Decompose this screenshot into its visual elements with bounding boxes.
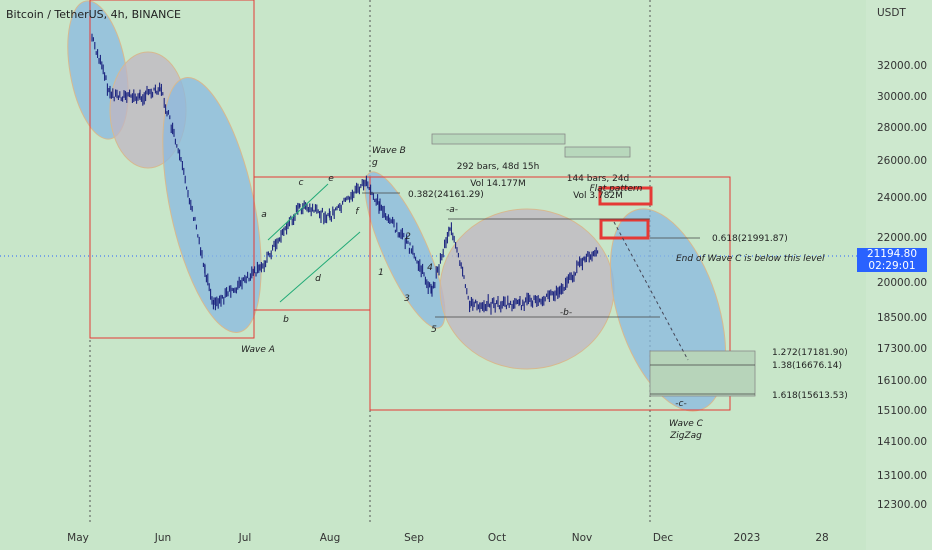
highlight-box-lower	[599, 218, 650, 240]
wave-letter-label: e	[328, 174, 334, 184]
ellipse-flat-b	[439, 208, 615, 370]
wave-letter-label: d	[315, 274, 321, 284]
price-tick-label: 17300.00	[877, 343, 927, 355]
impulse-number-label: 2	[405, 232, 411, 242]
wave-c-label: Wave C	[669, 419, 704, 429]
last-price-value: 21194.80	[866, 248, 918, 260]
impulse-number-label: 4	[427, 263, 433, 273]
b-minus-label: -b-	[560, 308, 572, 318]
triangle-lower-line	[279, 231, 361, 303]
range1-label: 292 bars, 48d 15h	[457, 162, 540, 172]
time-tick-label: 28	[815, 532, 828, 544]
extension-zone	[649, 350, 756, 397]
time-tick-label: Aug	[320, 532, 341, 544]
highlight-box-upper	[598, 186, 653, 206]
price-tick-label: 16100.00	[877, 375, 927, 387]
time-tick-label: Jun	[154, 532, 171, 544]
ext-138-label: 1.38(16676.14)	[772, 361, 842, 371]
last-price-badge: 21194.80 02:29:01	[857, 248, 927, 272]
ellipse-wave-b-drop	[364, 171, 446, 329]
impulse-number-label: 1	[378, 268, 384, 278]
wave-letter-label: b	[283, 315, 289, 325]
price-tick-label: 13100.00	[877, 470, 927, 482]
a-minus-label: -a-	[446, 205, 458, 215]
range-bar-1	[431, 133, 566, 145]
wave-b-sub-label: g	[372, 158, 378, 168]
end-wave-c-label: End of Wave C is below this level	[676, 254, 825, 264]
time-tick-label: May	[67, 532, 89, 544]
wave-letter-label: a	[261, 210, 267, 220]
range2-vol-label: Vol 3.782M	[573, 191, 623, 201]
c-minus-label: -c-	[675, 399, 686, 409]
price-tick-label: 20000.00	[877, 277, 927, 289]
wave-b-label: Wave B	[372, 146, 406, 156]
flat-pattern-label: Flat pattern	[590, 184, 643, 194]
time-tick-label: Dec	[653, 532, 674, 544]
range2-label: 144 bars, 24d	[567, 174, 630, 184]
ext-1272-label: 1.272(17181.90)	[772, 348, 848, 358]
price-tick-label: 30000.00	[877, 91, 927, 103]
price-tick-label: 22000.00	[877, 232, 927, 244]
wave-a-label: Wave A	[241, 345, 275, 355]
time-tick-label: Nov	[572, 532, 593, 544]
price-tick-label: 24000.00	[877, 192, 927, 204]
price-tick-label: 12300.00	[877, 499, 927, 511]
symbol-title: Bitcoin / TetherUS, 4h, BINANCE	[6, 8, 182, 21]
projection-arrow	[613, 221, 689, 361]
time-tick-label: Oct	[488, 532, 506, 544]
impulse-number-label: 3	[404, 294, 410, 304]
price-tick-label: 26000.00	[877, 155, 927, 167]
ellipse-wave-3	[162, 77, 262, 333]
fib-382-label: 0.382(24161.29)	[408, 190, 484, 200]
zigzag-label: ZigZag	[669, 431, 702, 441]
price-tick-label: 15100.00	[877, 405, 927, 417]
price-tick-label: 18500.00	[877, 312, 927, 324]
price-axis-svg: 32000.00 30000.00 28000.00 26000.00 24000.00…	[877, 7, 927, 511]
triangle-upper-line	[267, 183, 329, 241]
price-tick-label: 28000.00	[877, 122, 927, 134]
price-tick-label: 14100.00	[877, 436, 927, 448]
axis-unit: USDT	[877, 7, 906, 19]
wave-letter-label: f	[355, 207, 360, 217]
fib-618-label: 0.618(21991.87)	[712, 234, 788, 244]
wave-letter-label: c	[299, 178, 304, 188]
time-tick-label: Sep	[404, 532, 424, 544]
impulse-number-label: 5	[431, 325, 437, 335]
price-axis[interactable]: 32000.00 30000.00 28000.00 26000.00 24000.00…	[866, 0, 932, 550]
price-tick-label: 32000.00	[877, 60, 927, 72]
time-tick-label: 2023	[734, 532, 761, 544]
time-tick-label: Jul	[238, 532, 252, 544]
box-wave-c	[369, 176, 731, 411]
range1-vol-label: Vol 14.177M	[470, 179, 526, 189]
countdown-value: 02:29:01	[868, 260, 916, 272]
ext-1618-label: 1.618(15613.53)	[772, 391, 848, 401]
box-wave-a	[89, 0, 255, 339]
range-bar-2	[564, 146, 631, 158]
